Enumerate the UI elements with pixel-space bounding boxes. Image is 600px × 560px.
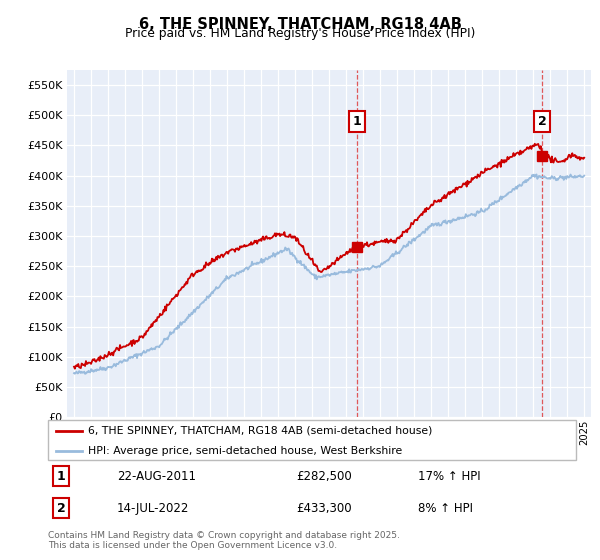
Text: Contains HM Land Registry data © Crown copyright and database right 2025.
This d: Contains HM Land Registry data © Crown c… <box>48 531 400 550</box>
Text: 2: 2 <box>57 502 65 515</box>
Text: HPI: Average price, semi-detached house, West Berkshire: HPI: Average price, semi-detached house,… <box>88 446 402 456</box>
Text: 1: 1 <box>57 470 65 483</box>
FancyBboxPatch shape <box>48 420 576 460</box>
Text: 6, THE SPINNEY, THATCHAM, RG18 4AB (semi-detached house): 6, THE SPINNEY, THATCHAM, RG18 4AB (semi… <box>88 426 432 436</box>
Text: 1: 1 <box>353 115 362 128</box>
Text: 22-AUG-2011: 22-AUG-2011 <box>116 470 196 483</box>
Text: 8% ↑ HPI: 8% ↑ HPI <box>418 502 473 515</box>
Text: Price paid vs. HM Land Registry's House Price Index (HPI): Price paid vs. HM Land Registry's House … <box>125 27 475 40</box>
Text: £282,500: £282,500 <box>296 470 352 483</box>
Text: 2: 2 <box>538 115 547 128</box>
Text: 14-JUL-2022: 14-JUL-2022 <box>116 502 189 515</box>
Text: 17% ↑ HPI: 17% ↑ HPI <box>418 470 480 483</box>
Text: £433,300: £433,300 <box>296 502 352 515</box>
Text: 6, THE SPINNEY, THATCHAM, RG18 4AB: 6, THE SPINNEY, THATCHAM, RG18 4AB <box>139 17 461 32</box>
